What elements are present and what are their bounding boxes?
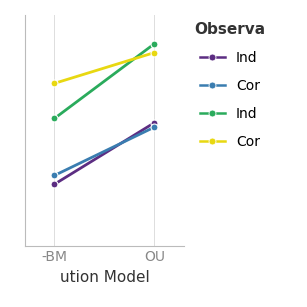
X-axis label: ution Model: ution Model <box>60 270 149 285</box>
Legend: Ind, Cor, Ind, Cor: Ind, Cor, Ind, Cor <box>194 22 266 149</box>
